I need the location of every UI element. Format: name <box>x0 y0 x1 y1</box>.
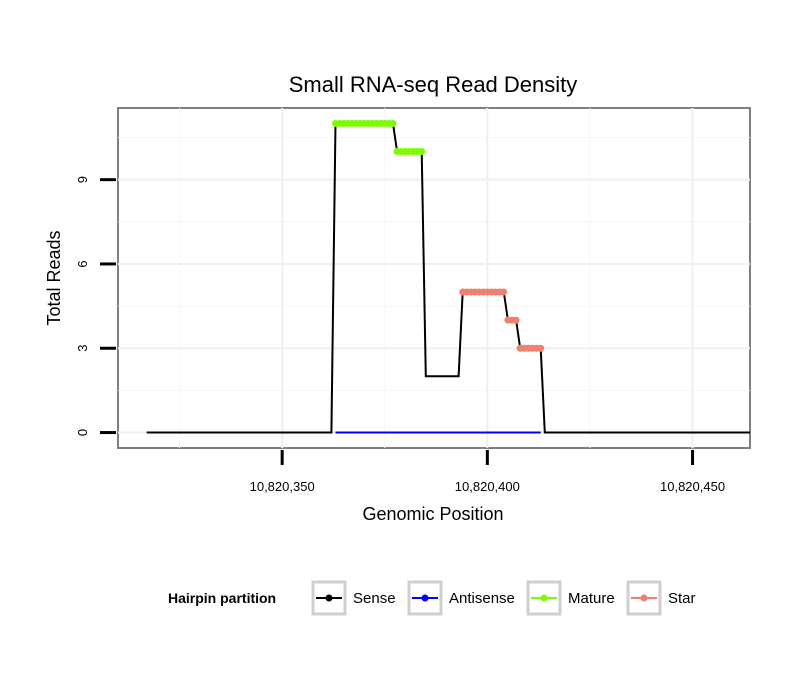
legend-marker-mature <box>540 594 548 602</box>
legend: Hairpin partition Sense Antisense Mature St… <box>168 580 696 616</box>
y-tick-label: 9 <box>75 176 90 183</box>
y-axis-title: Total Reads <box>44 230 64 325</box>
data-point-star <box>537 344 545 352</box>
data-point-mature <box>389 119 397 127</box>
chart-title: Small RNA-seq Read Density <box>289 72 578 97</box>
plot-panel <box>117 107 751 449</box>
y-tick-label: 3 <box>75 345 90 352</box>
y-axis: 0 3 6 9 <box>75 176 116 436</box>
legend-marker-antisense <box>421 594 429 602</box>
legend-label-mature: Mature <box>568 590 615 607</box>
legend-marker-star <box>640 594 648 602</box>
series-layer <box>146 119 750 434</box>
data-point-star <box>512 316 520 324</box>
legend-title: Hairpin partition <box>168 590 276 606</box>
legend-label-sense: Sense <box>353 590 396 607</box>
legend-label-star: Star <box>668 590 696 607</box>
x-axis: 10,820,350 10,820,400 10,820,450 <box>250 450 725 494</box>
x-tick-label: 10,820,450 <box>660 479 725 494</box>
legend-marker-sense <box>325 594 333 602</box>
x-tick-label: 10,820,400 <box>455 479 520 494</box>
y-tick-label: 6 <box>75 260 90 267</box>
data-point-star <box>500 288 508 296</box>
x-axis-title: Genomic Position <box>362 504 503 524</box>
data-point-mature <box>418 148 426 156</box>
legend-label-antisense: Antisense <box>449 590 515 607</box>
y-tick-label: 0 <box>75 429 90 436</box>
x-tick-label: 10,820,350 <box>250 479 315 494</box>
